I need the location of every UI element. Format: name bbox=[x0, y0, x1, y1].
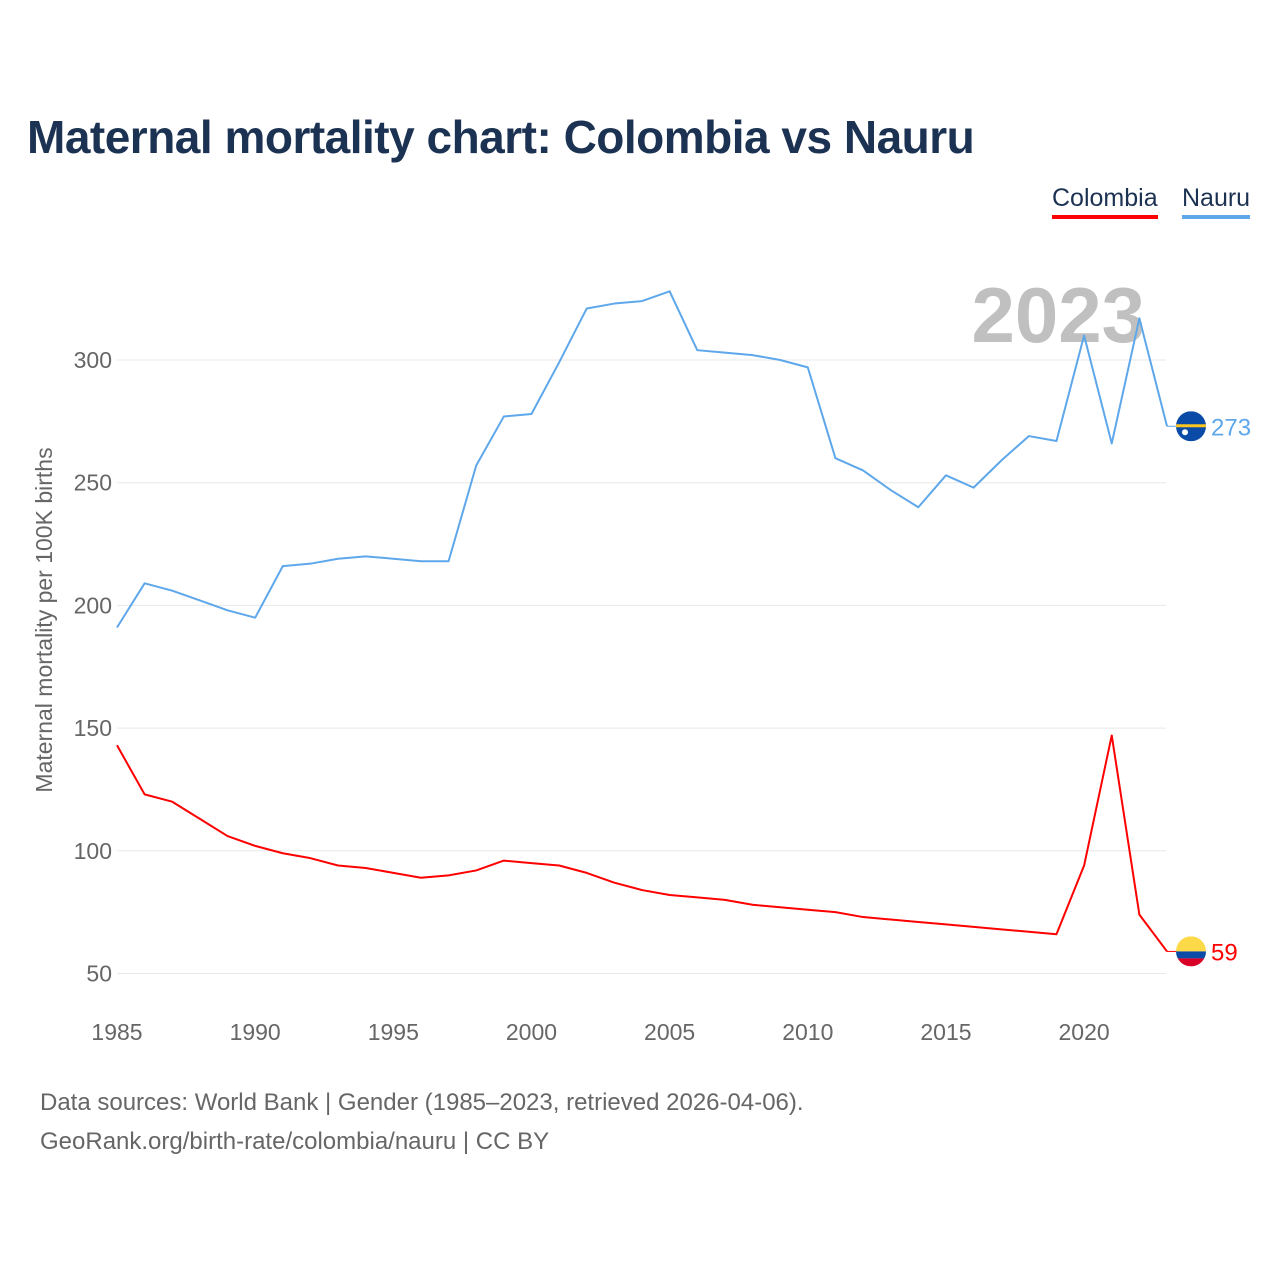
y-tick-label: 100 bbox=[74, 838, 112, 864]
x-tick-label: 1990 bbox=[230, 1019, 281, 1045]
end-value-label: 273 bbox=[1211, 414, 1251, 441]
legend-nauru[interactable]: Nauru bbox=[1182, 184, 1251, 219]
legend-colombia[interactable]: Colombia bbox=[1052, 184, 1158, 219]
x-tick-label: 1995 bbox=[368, 1019, 419, 1045]
x-tick-label: 2020 bbox=[1059, 1019, 1110, 1045]
x-tick-label: 1985 bbox=[91, 1019, 142, 1045]
series-line-nauru bbox=[116, 290, 1168, 629]
x-tick-label: 2005 bbox=[644, 1019, 695, 1045]
x-tick-label: 2015 bbox=[920, 1019, 971, 1045]
footer-link[interactable]: GeoRank.org/birth-rate/colombia/nauru | … bbox=[40, 1128, 550, 1155]
end-value-label: 59 bbox=[1211, 939, 1238, 966]
year-label: 2023 bbox=[971, 271, 1145, 359]
series-line-colombia bbox=[116, 734, 1168, 953]
y-tick-label: 50 bbox=[86, 961, 112, 987]
y-tick-label: 150 bbox=[74, 715, 112, 741]
x-tick-label: 2010 bbox=[782, 1019, 833, 1045]
y-tick-label: 300 bbox=[74, 347, 112, 373]
footer-sources: Data sources: World Bank | Gender (1985–… bbox=[40, 1089, 804, 1116]
x-tick-label: 2000 bbox=[506, 1019, 557, 1045]
y-tick-label: 250 bbox=[74, 470, 112, 496]
chart-title: Maternal mortality chart: Colombia vs Na… bbox=[27, 111, 975, 163]
nauru-flag-icon bbox=[1176, 411, 1206, 442]
y-axis-label: Maternal mortality per 100K births bbox=[31, 447, 57, 792]
y-tick-label: 200 bbox=[74, 592, 112, 618]
colombia-flag-icon bbox=[1176, 936, 1206, 967]
